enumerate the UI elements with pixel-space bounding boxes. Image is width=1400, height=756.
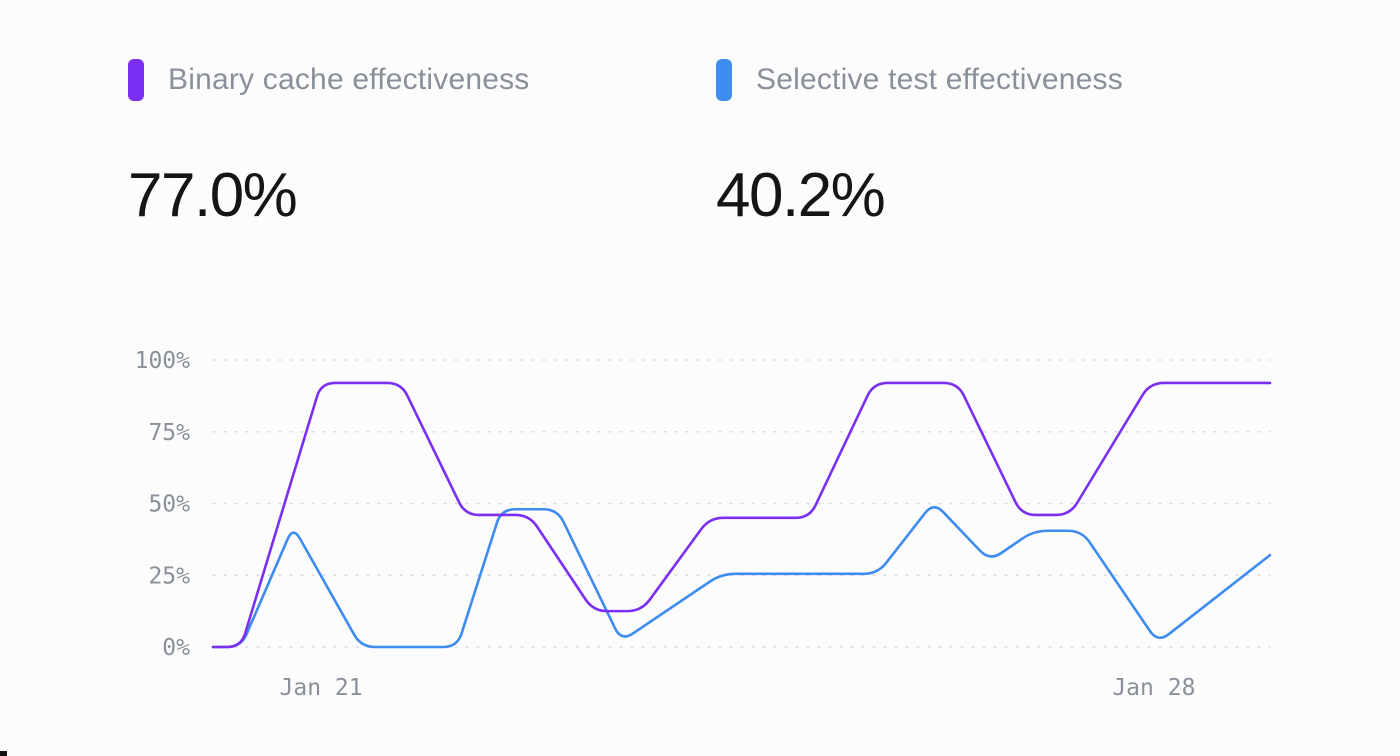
metric-binary-cache: Binary cache effectiveness 77.0% [128, 58, 530, 230]
legend-swatch-binary-cache [128, 59, 144, 101]
y-tick-label: 50% [148, 492, 190, 518]
series-line-binary-cache [211, 381, 1272, 649]
metric-value-selective-test: 40.2% [716, 161, 886, 230]
x-tick-label: Jan 21 [280, 675, 363, 701]
metric-header: Selective test effectiveness [716, 58, 1123, 102]
y-tick-label: 100% [135, 348, 191, 374]
metric-value-binary-cache: 77.0% [128, 161, 298, 230]
corner-mark [0, 751, 7, 756]
y-tick-label: 75% [148, 420, 190, 446]
y-tick-label: 25% [148, 563, 190, 589]
y-tick-label: 0% [162, 635, 190, 661]
metric-label-selective-test: Selective test effectiveness [756, 63, 1123, 96]
series-line-selective-test [211, 506, 1272, 649]
metric-header: Binary cache effectiveness [128, 58, 530, 102]
legend-swatch-selective-test [716, 59, 732, 101]
x-tick-label: Jan 28 [1112, 675, 1195, 701]
metric-selective-test: Selective test effectiveness 40.2% [716, 58, 1123, 230]
metric-label-binary-cache: Binary cache effectiveness [168, 63, 530, 96]
